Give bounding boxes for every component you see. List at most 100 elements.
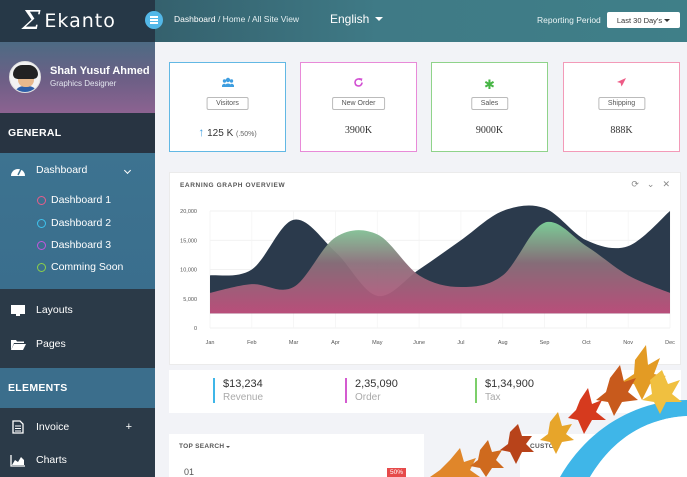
x-tick-label: May	[372, 340, 383, 346]
stat-label: Sales	[470, 97, 509, 110]
stat-card-shipping[interactable]: Shipping 888K	[563, 62, 680, 152]
sidebar-subitem-dashboard-1[interactable]: Dashboard 1	[37, 194, 111, 206]
sidebar-subitem-label: Dashboard 3	[51, 239, 112, 251]
circle-icon	[37, 262, 46, 272]
sidebar-subitem-dashboard-2[interactable]: Dashboard 2	[37, 217, 111, 229]
stat-value: 9000K	[475, 125, 504, 136]
language-label: English	[330, 12, 370, 26]
user-profile[interactable]: Shah Yusuf Ahmed Graphics Designer	[0, 42, 155, 113]
total-tax: $1,34,900 Tax	[475, 378, 534, 403]
stat-label: New Order	[331, 97, 386, 110]
monitor-icon	[9, 303, 27, 317]
chart-title: EARNING GRAPH OVERVIEW	[180, 182, 286, 189]
area-chart-icon	[9, 453, 27, 467]
y-tick-label: 5,000	[183, 297, 197, 303]
y-tick-label: 0	[194, 326, 197, 332]
sidebar-menu-group: Invoice + Charts	[0, 408, 155, 477]
autumn-leaves-decoration	[430, 345, 687, 477]
y-tick-label: 20,000	[180, 209, 197, 215]
dashboard-gauge-icon	[9, 163, 27, 177]
sidebar-subitem-label: Dashboard 1	[51, 194, 112, 206]
total-revenue: $13,234 Revenue	[213, 378, 263, 403]
sidebar-item-label: Dashboard	[36, 164, 88, 176]
breadcrumb-current[interactable]: Dashboard	[174, 14, 216, 24]
refresh-icon[interactable]: ⟳	[631, 179, 639, 189]
chart-toolbar: ⟳ ⌄ ✕	[631, 179, 670, 190]
expand-plus-icon[interactable]: +	[125, 421, 132, 433]
close-icon[interactable]: ✕	[662, 179, 670, 189]
menu-icon	[150, 19, 158, 21]
x-tick-label: Feb	[247, 340, 256, 346]
sidebar-subitem-label: Comming Soon	[51, 261, 124, 273]
stat-label: Visitors	[206, 97, 249, 110]
total-order: 2,35,090 Order	[345, 378, 398, 403]
x-tick-label: Jul	[457, 340, 464, 346]
folder-open-icon	[9, 337, 27, 351]
stat-card-sales[interactable]: ✱ Sales 9000K	[431, 62, 548, 152]
asterisk-icon: ✱	[484, 77, 495, 92]
total-value: 2,35,090	[355, 378, 398, 390]
circle-icon	[37, 218, 46, 228]
sidebar-menu-group: Layouts Pages	[0, 289, 155, 368]
breadcrumb-rest: / Home / All Site View	[215, 14, 300, 24]
x-tick-label: Apr	[331, 340, 340, 346]
chevron-down-icon	[664, 18, 671, 22]
stat-value: 3900K	[344, 125, 373, 136]
circle-icon	[37, 240, 46, 250]
x-tick-label: Mar	[289, 340, 299, 346]
x-tick-label: Oct	[582, 340, 591, 346]
refresh-icon	[301, 77, 416, 91]
chevron-down-icon[interactable]	[123, 166, 132, 175]
language-select[interactable]: English	[330, 12, 384, 26]
avatar[interactable]	[9, 61, 41, 93]
x-tick-label: Aug	[498, 340, 508, 346]
sidebar-item-dashboard[interactable]: Dashboard	[9, 163, 87, 177]
section-elements-title: ELEMENTS	[0, 368, 155, 408]
chevron-down-icon	[375, 17, 384, 21]
arrow-up-icon: ↑	[198, 125, 205, 139]
reporting-period-select[interactable]: Last 30 Day's	[607, 12, 680, 28]
sidebar-item-label: Pages	[36, 338, 66, 350]
sidebar-item-label: Charts	[36, 454, 67, 466]
y-tick-label: 10,000	[180, 268, 197, 274]
total-value: $1,34,900	[485, 378, 534, 390]
app-name: Ekanto	[44, 10, 116, 32]
sidebar-item-charts[interactable]: Charts	[9, 453, 67, 467]
total-label: Order	[355, 392, 381, 403]
chevron-down-icon	[226, 445, 231, 448]
top-search-title: TOP SEARCH	[179, 443, 225, 450]
sidebar-item-label: Layouts	[36, 304, 73, 316]
series-area-2	[210, 221, 670, 314]
menu-toggle-button[interactable]	[145, 11, 163, 29]
top-search-dropdown[interactable]: TOP SEARCH	[179, 443, 231, 450]
users-icon	[170, 77, 285, 91]
app-logo[interactable]: Σ Ekanto	[0, 0, 155, 42]
breadcrumb: Dashboard / Home / All Site View	[174, 14, 299, 24]
top-search-card: TOP SEARCH 01 50%	[169, 434, 424, 477]
total-label: Revenue	[223, 392, 264, 403]
top-bar: Σ Ekanto Dashboard / Home / All Site Vie…	[0, 0, 687, 42]
document-icon	[9, 420, 27, 434]
x-tick-label: Jan	[206, 340, 215, 346]
reporting-period-value: Last 30 Day's	[616, 15, 663, 25]
x-tick-label: Dec	[665, 340, 675, 346]
x-tick-label: June	[413, 340, 425, 346]
custom-title: CUSTOM	[530, 443, 560, 450]
sidebar-item-pages[interactable]: Pages	[9, 337, 66, 351]
sidebar-item-invoice[interactable]: Invoice	[9, 420, 69, 434]
sidebar: Shah Yusuf Ahmed Graphics Designer GENER…	[0, 42, 155, 477]
sidebar-item-layouts[interactable]: Layouts	[9, 303, 73, 317]
circle-icon	[37, 195, 46, 205]
reporting-period-label: Reporting Period	[537, 15, 601, 25]
sidebar-subitem-coming-soon[interactable]: Comming Soon	[37, 261, 123, 273]
earning-graph-card: 0 5,000 10,000 15,000 20,000 Jan Feb Mar Apr May J…	[169, 172, 681, 365]
profile-name: Shah Yusuf Ahmed	[50, 65, 150, 77]
chevron-down-icon[interactable]: ⌄	[646, 179, 655, 189]
sidebar-subitem-dashboard-3[interactable]: Dashboard 3	[37, 239, 111, 251]
stat-card-new-order[interactable]: New Order 3900K	[300, 62, 417, 152]
y-tick-label: 15,000	[180, 238, 197, 244]
percent-badge: 50%	[387, 468, 407, 477]
stat-card-visitors[interactable]: Visitors ↑ 125 K (.50%)	[169, 62, 286, 152]
x-tick-label: Nov	[623, 340, 633, 346]
stat-value: 888K	[610, 125, 633, 136]
